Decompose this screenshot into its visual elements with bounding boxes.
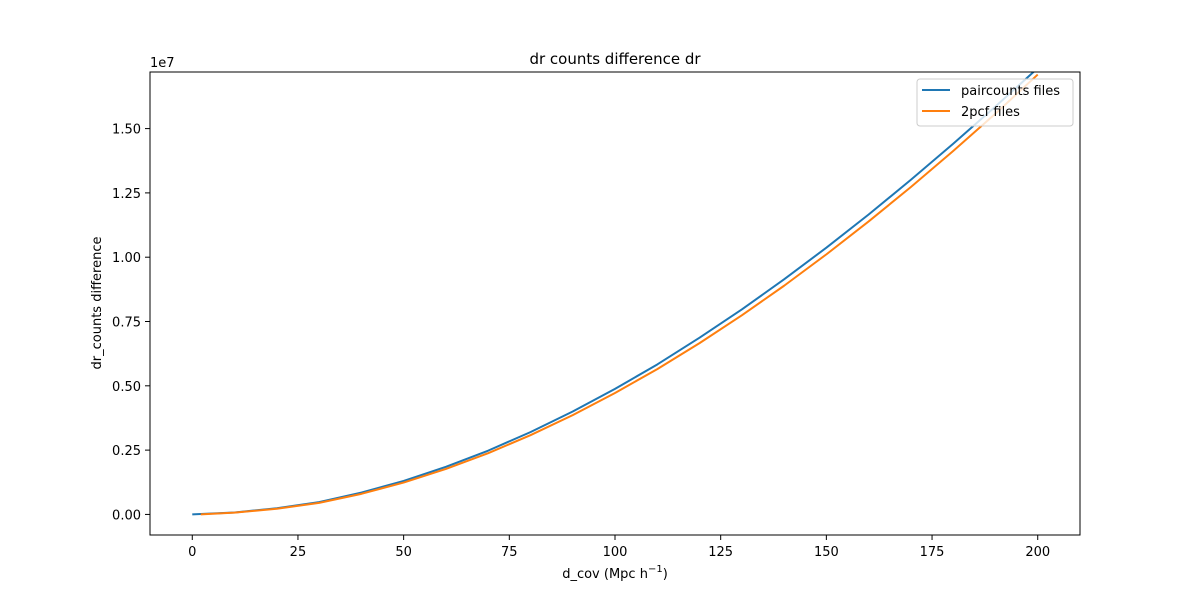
y-tick-label: 1.50: [112, 123, 141, 138]
y-tick-label: 1.00: [112, 251, 141, 266]
chart-title: dr counts difference dr: [529, 50, 701, 68]
y-tick-label: 0.50: [112, 380, 141, 395]
y-tick-label: 0.00: [112, 508, 141, 523]
x-tick-label: 200: [1025, 545, 1050, 560]
x-axis-label: d_cov (Mpc h−1): [562, 564, 668, 582]
x-tick-label: 25: [290, 545, 307, 560]
y-axis: 0.00 0.25 0.50 0.75 1.00 1.25 1.50: [112, 123, 150, 523]
x-tick-label: 75: [501, 545, 518, 560]
x-axis: 0 25 50 75 100 125 150 175 200: [188, 535, 1050, 560]
x-axis-label-close: ): [663, 567, 668, 582]
x-tick-label: 0: [188, 545, 196, 560]
x-axis-label-sup: −1: [648, 564, 663, 575]
legend-label-2pcf: 2pcf files: [961, 105, 1020, 120]
y-tick-label: 1.25: [112, 187, 141, 202]
legend: paircounts files 2pcf files: [916, 78, 1074, 127]
legend-label-paircounts: paircounts files: [961, 84, 1060, 99]
series-line-2pcf: [200, 73, 1039, 516]
x-axis-label-main: d_cov (Mpc h: [562, 567, 648, 582]
y-tick-label: 0.25: [112, 444, 141, 459]
y-axis-label: dr_counts difference: [90, 237, 105, 370]
y-tick-label: 0.75: [112, 316, 141, 331]
x-tick-label: 100: [603, 545, 628, 560]
x-tick-label: 125: [708, 545, 733, 560]
x-tick-label: 50: [395, 545, 412, 560]
x-tick-label: 150: [814, 545, 839, 560]
legend-box: [916, 78, 1074, 127]
y-offset-label: 1e7: [150, 56, 175, 71]
series-group: [192, 72, 1039, 516]
x-tick-label: 175: [920, 545, 945, 560]
